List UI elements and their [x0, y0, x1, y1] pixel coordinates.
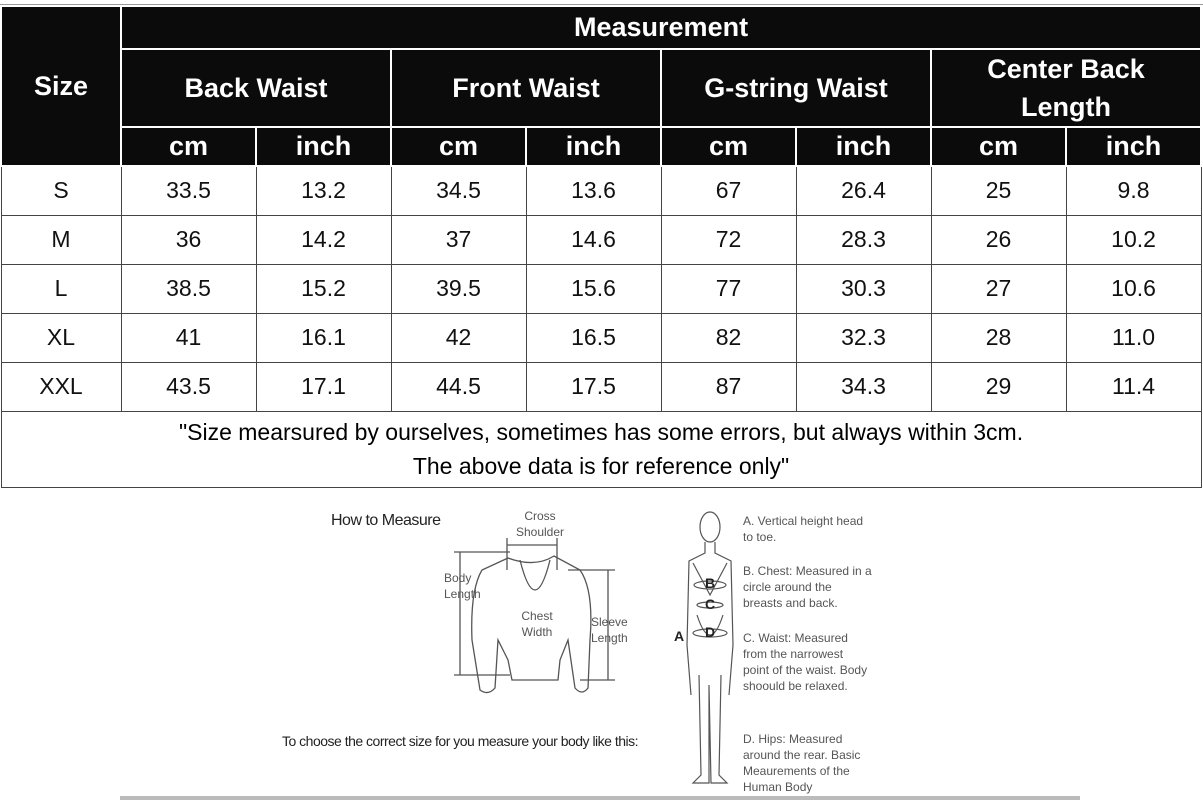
value-cell: 27 — [930, 263, 1067, 314]
value-cell: 14.2 — [255, 214, 392, 265]
note-c: C. Waist: Measured from the narrowest po… — [743, 631, 868, 693]
size-cell: XXL — [0, 361, 122, 412]
value-cell: 77 — [660, 263, 797, 314]
value-cell: 13.2 — [255, 165, 392, 216]
value-cell: 87 — [660, 361, 797, 412]
sweater-diagram — [454, 538, 615, 694]
value-cell: 67 — [660, 165, 797, 216]
top-strip — [0, 0, 1203, 5]
value-cell: 17.5 — [525, 361, 662, 412]
value-cell: 29 — [930, 361, 1067, 412]
size-cell: M — [0, 214, 122, 265]
table-row: XL 41 16.1 42 16.5 82 32.3 28 11.0 — [0, 312, 1202, 363]
value-cell: 16.1 — [255, 312, 392, 363]
table-row: L 38.5 15.2 39.5 15.6 77 30.3 27 10.6 — [0, 263, 1202, 314]
unit-header: inch — [525, 126, 662, 167]
group-header: Front Waist — [390, 48, 662, 128]
value-cell: 16.5 — [525, 312, 662, 363]
group-header: G-string Waist — [660, 48, 932, 128]
marker-d: D — [705, 624, 715, 640]
value-cell: 26.4 — [795, 165, 932, 216]
value-cell: 37 — [390, 214, 527, 265]
marker-c: C — [705, 596, 715, 612]
value-cell: 17.1 — [255, 361, 392, 412]
note-d: D. Hips: Measured around the rear. Basic… — [743, 732, 861, 794]
value-cell: 10.6 — [1065, 263, 1202, 314]
value-cell: 14.6 — [525, 214, 662, 265]
value-cell: 34.3 — [795, 361, 932, 412]
value-cell: 36 — [120, 214, 257, 265]
value-cell: 32.3 — [795, 312, 932, 363]
unit-header: inch — [1064, 126, 1203, 167]
value-cell: 30.3 — [795, 263, 932, 314]
value-cell: 15.6 — [525, 263, 662, 314]
value-cell: 33.5 — [120, 165, 257, 216]
sleeve-length-label: Sleeve Length — [591, 615, 628, 645]
value-cell: 26 — [930, 214, 1067, 265]
table-row: S 33.5 13.2 34.5 13.6 67 26.4 25 9.8 — [0, 165, 1202, 216]
chest-width-label: Chest Width — [521, 609, 553, 639]
unit-header: cm — [390, 126, 527, 167]
cross-shoulder-label: Cross Shoulder — [515, 509, 565, 539]
disclaimer-note: "Size mearsured by ourselves, sometimes … — [0, 410, 1202, 488]
value-cell: 41 — [120, 312, 257, 363]
group-header: Center Back Length — [929, 48, 1203, 128]
value-cell: 43.5 — [120, 361, 257, 412]
body-length-label: Body Length — [444, 571, 481, 601]
note-line: "Size mearsured by ourselves, sometimes … — [178, 419, 1024, 445]
note-b: B. Chest: Measured in a circle around th… — [743, 564, 872, 610]
size-chart-table: Size Measurement Back Waist Front Waist … — [0, 5, 1203, 488]
unit-header: cm — [930, 126, 1067, 167]
value-cell: 28 — [930, 312, 1067, 363]
value-cell: 39.5 — [390, 263, 527, 314]
value-cell: 82 — [660, 312, 797, 363]
value-cell: 72 — [660, 214, 797, 265]
body-diagram — [686, 511, 734, 784]
divider — [120, 796, 1080, 800]
instruction-text: To choose the correct size for you measu… — [282, 733, 639, 749]
value-cell: 25 — [930, 165, 1067, 216]
value-cell: 38.5 — [120, 263, 257, 314]
measurement-header: Measurement — [119, 5, 1203, 50]
value-cell: 13.6 — [525, 165, 662, 216]
marker-b: B — [705, 575, 715, 591]
size-header: Size — [0, 5, 122, 167]
value-cell: 44.5 — [390, 361, 527, 412]
value-cell: 11.4 — [1065, 361, 1202, 412]
value-cell: 10.2 — [1065, 214, 1202, 265]
table-row: XXL 43.5 17.1 44.5 17.5 87 34.3 29 11.4 — [0, 361, 1202, 412]
note-a: A. Vertical height head to toe. — [743, 514, 864, 544]
unit-header: inch — [255, 126, 392, 167]
note-line: The above data is for reference only" — [412, 453, 790, 479]
unit-header: inch — [795, 126, 932, 167]
value-cell: 11.0 — [1065, 312, 1202, 363]
value-cell: 9.8 — [1065, 165, 1202, 216]
unit-header: cm — [660, 126, 797, 167]
unit-header: cm — [120, 126, 257, 167]
value-cell: 28.3 — [795, 214, 932, 265]
value-cell: 34.5 — [390, 165, 527, 216]
size-cell: XL — [0, 312, 122, 363]
value-cell: 15.2 — [255, 263, 392, 314]
table-row: M 36 14.2 37 14.6 72 28.3 26 10.2 — [0, 214, 1202, 265]
marker-a: A — [674, 628, 684, 644]
size-cell: S — [0, 165, 122, 216]
group-header: Back Waist — [120, 48, 392, 128]
guide-title: How to Measure — [331, 512, 441, 529]
value-cell: 42 — [390, 312, 527, 363]
size-cell: L — [0, 263, 122, 314]
